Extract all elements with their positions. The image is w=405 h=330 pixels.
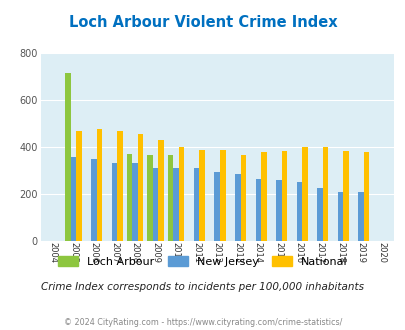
Bar (194, 169, 199, 241)
Bar (199, 150, 205, 241)
Bar (91, 159, 96, 241)
Text: © 2024 CityRating.com - https://www.cityrating.com/crime-statistics/: © 2024 CityRating.com - https://www.city… (64, 318, 341, 327)
Bar (76, 131, 81, 241)
Bar (281, 151, 286, 241)
Bar (234, 174, 240, 241)
Bar (220, 150, 225, 241)
Bar (275, 180, 281, 241)
Bar (322, 147, 327, 241)
Bar (117, 131, 123, 241)
Bar (111, 163, 117, 241)
Bar (152, 169, 158, 241)
Bar (342, 151, 348, 241)
Bar (363, 151, 369, 241)
Bar (126, 154, 132, 241)
Bar (173, 168, 179, 241)
Bar (296, 182, 301, 241)
Bar (138, 134, 143, 241)
Legend: Loch Arbour, New Jersey, National: Loch Arbour, New Jersey, National (58, 255, 347, 267)
Bar (70, 157, 76, 241)
Bar (357, 192, 363, 241)
Bar (214, 172, 220, 241)
Bar (147, 155, 152, 241)
Text: Loch Arbour Violent Crime Index: Loch Arbour Violent Crime Index (68, 15, 337, 30)
Bar (167, 155, 173, 241)
Bar (316, 188, 322, 241)
Bar (337, 192, 342, 241)
Bar (132, 163, 138, 241)
Bar (301, 147, 307, 241)
Text: Crime Index corresponds to incidents per 100,000 inhabitants: Crime Index corresponds to incidents per… (41, 282, 364, 292)
Bar (240, 155, 245, 241)
Bar (255, 179, 260, 241)
Bar (260, 152, 266, 241)
Bar (96, 129, 102, 241)
Bar (179, 147, 184, 241)
Bar (158, 140, 164, 241)
Bar (65, 73, 70, 241)
